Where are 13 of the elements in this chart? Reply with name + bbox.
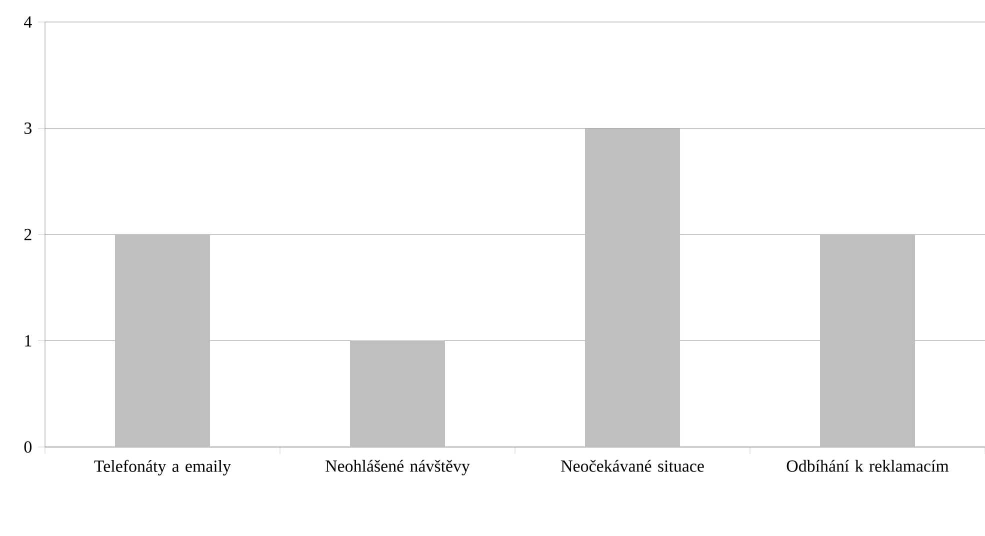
y-tick-label: 4: [24, 16, 32, 28]
x-tick-label: Telefonáty a emaily: [94, 460, 231, 476]
y-tick-label: 2: [24, 228, 32, 240]
y-tick-label: 1: [25, 335, 32, 346]
y-tick-label: 3: [24, 122, 32, 134]
y-tick-label: 0: [24, 441, 32, 453]
bar: [820, 234, 916, 447]
bar: [350, 340, 446, 447]
bar: [115, 234, 210, 447]
x-tick-label: Neočekávané situace: [561, 460, 704, 472]
bar: [585, 128, 680, 447]
x-tick-label: Odbíhání k reklamacím: [786, 460, 949, 472]
x-tick-label: Neohlášené návštěvy: [326, 460, 470, 476]
